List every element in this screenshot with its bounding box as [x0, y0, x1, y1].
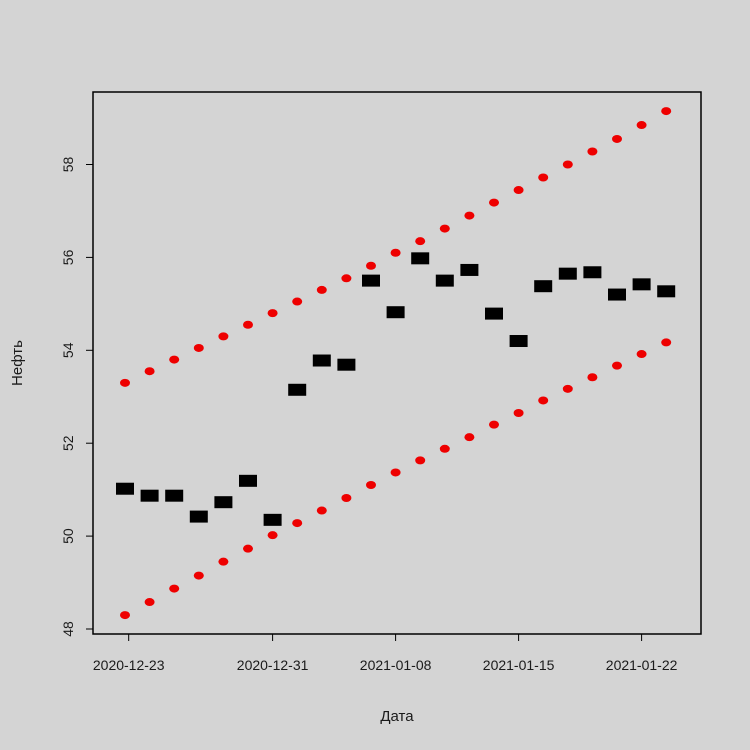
band-point	[218, 557, 229, 566]
data-point	[632, 278, 651, 291]
band-point	[489, 420, 499, 429]
band-point	[316, 285, 327, 294]
data-point	[435, 274, 454, 287]
band-point	[267, 531, 278, 540]
data-point	[558, 267, 577, 280]
band-point	[513, 186, 524, 195]
data-point	[140, 489, 159, 502]
data-point	[608, 288, 626, 301]
band-point	[464, 211, 475, 220]
data-point	[485, 307, 503, 320]
data-point	[288, 383, 307, 396]
band-point	[587, 147, 598, 156]
band-point	[366, 261, 376, 270]
band-point	[489, 198, 499, 207]
band-point	[415, 456, 426, 465]
data-point	[534, 280, 553, 293]
band-point	[144, 367, 155, 376]
data-point	[411, 252, 430, 265]
band-point	[120, 378, 130, 387]
data-point	[583, 266, 602, 279]
y-tick-label: 50	[60, 528, 76, 544]
data-point	[386, 306, 405, 319]
band-point	[243, 320, 253, 329]
x-tick-label: 2021-01-22	[606, 657, 678, 673]
band-point	[636, 350, 647, 359]
y-tick-label: 48	[60, 621, 76, 637]
data-point	[657, 285, 676, 298]
band-point	[513, 409, 524, 418]
band-point	[366, 481, 376, 490]
band-point	[193, 571, 204, 580]
band-point	[390, 468, 401, 477]
y-tick-label: 54	[60, 342, 76, 358]
x-tick-label: 2021-01-08	[360, 657, 432, 673]
band-point	[661, 107, 672, 116]
band-point	[193, 343, 204, 352]
band-point	[562, 384, 573, 393]
data-point	[312, 354, 331, 367]
band-point	[292, 297, 303, 306]
band-point	[562, 160, 573, 169]
band-point	[144, 598, 155, 607]
band-point	[612, 361, 622, 370]
data-point	[337, 358, 356, 371]
band-point	[341, 494, 352, 503]
band-point	[169, 584, 180, 593]
band-point	[120, 611, 130, 620]
data-point	[214, 496, 233, 509]
y-axis: 48 50 52 54 56 58	[60, 157, 94, 637]
band-point	[341, 274, 352, 283]
band-point	[316, 506, 327, 515]
x-tick-label: 2021-01-15	[483, 657, 555, 673]
data-point	[362, 274, 380, 287]
band-point	[390, 248, 401, 257]
data-marks	[116, 107, 676, 620]
y-tick-label: 56	[60, 249, 76, 265]
data-point	[165, 489, 184, 502]
x-axis-title: Дата	[380, 708, 414, 725]
band-point	[587, 373, 598, 382]
band-point	[169, 355, 180, 364]
data-point	[460, 263, 479, 276]
plot-frame	[92, 91, 702, 635]
x-tick-label: 2020-12-31	[237, 657, 309, 673]
band-point	[292, 519, 303, 528]
x-axis: 2020-12-23 2020-12-31 2021-01-08 2021-01-15…	[93, 633, 678, 673]
band-point	[439, 224, 450, 233]
band-point	[538, 396, 549, 405]
band-point	[267, 309, 278, 318]
series-1	[120, 107, 672, 387]
data-point	[116, 482, 134, 495]
y-tick-label: 52	[60, 435, 76, 451]
data-point	[239, 474, 257, 487]
band-point	[636, 121, 647, 130]
band-point	[661, 338, 672, 347]
series-0	[116, 252, 676, 526]
data-point	[509, 335, 528, 348]
data-point	[263, 513, 282, 526]
band-point	[612, 134, 622, 143]
band-point	[439, 444, 450, 453]
band-point	[464, 433, 475, 442]
band-point	[538, 173, 549, 182]
y-tick-label: 58	[60, 157, 76, 173]
series-2	[120, 338, 672, 620]
data-point	[189, 510, 208, 523]
band-point	[243, 544, 253, 553]
band-point	[218, 332, 229, 341]
x-tick-label: 2020-12-23	[93, 657, 165, 673]
band-point	[415, 237, 426, 246]
y-axis-title: Нефть	[9, 340, 26, 386]
